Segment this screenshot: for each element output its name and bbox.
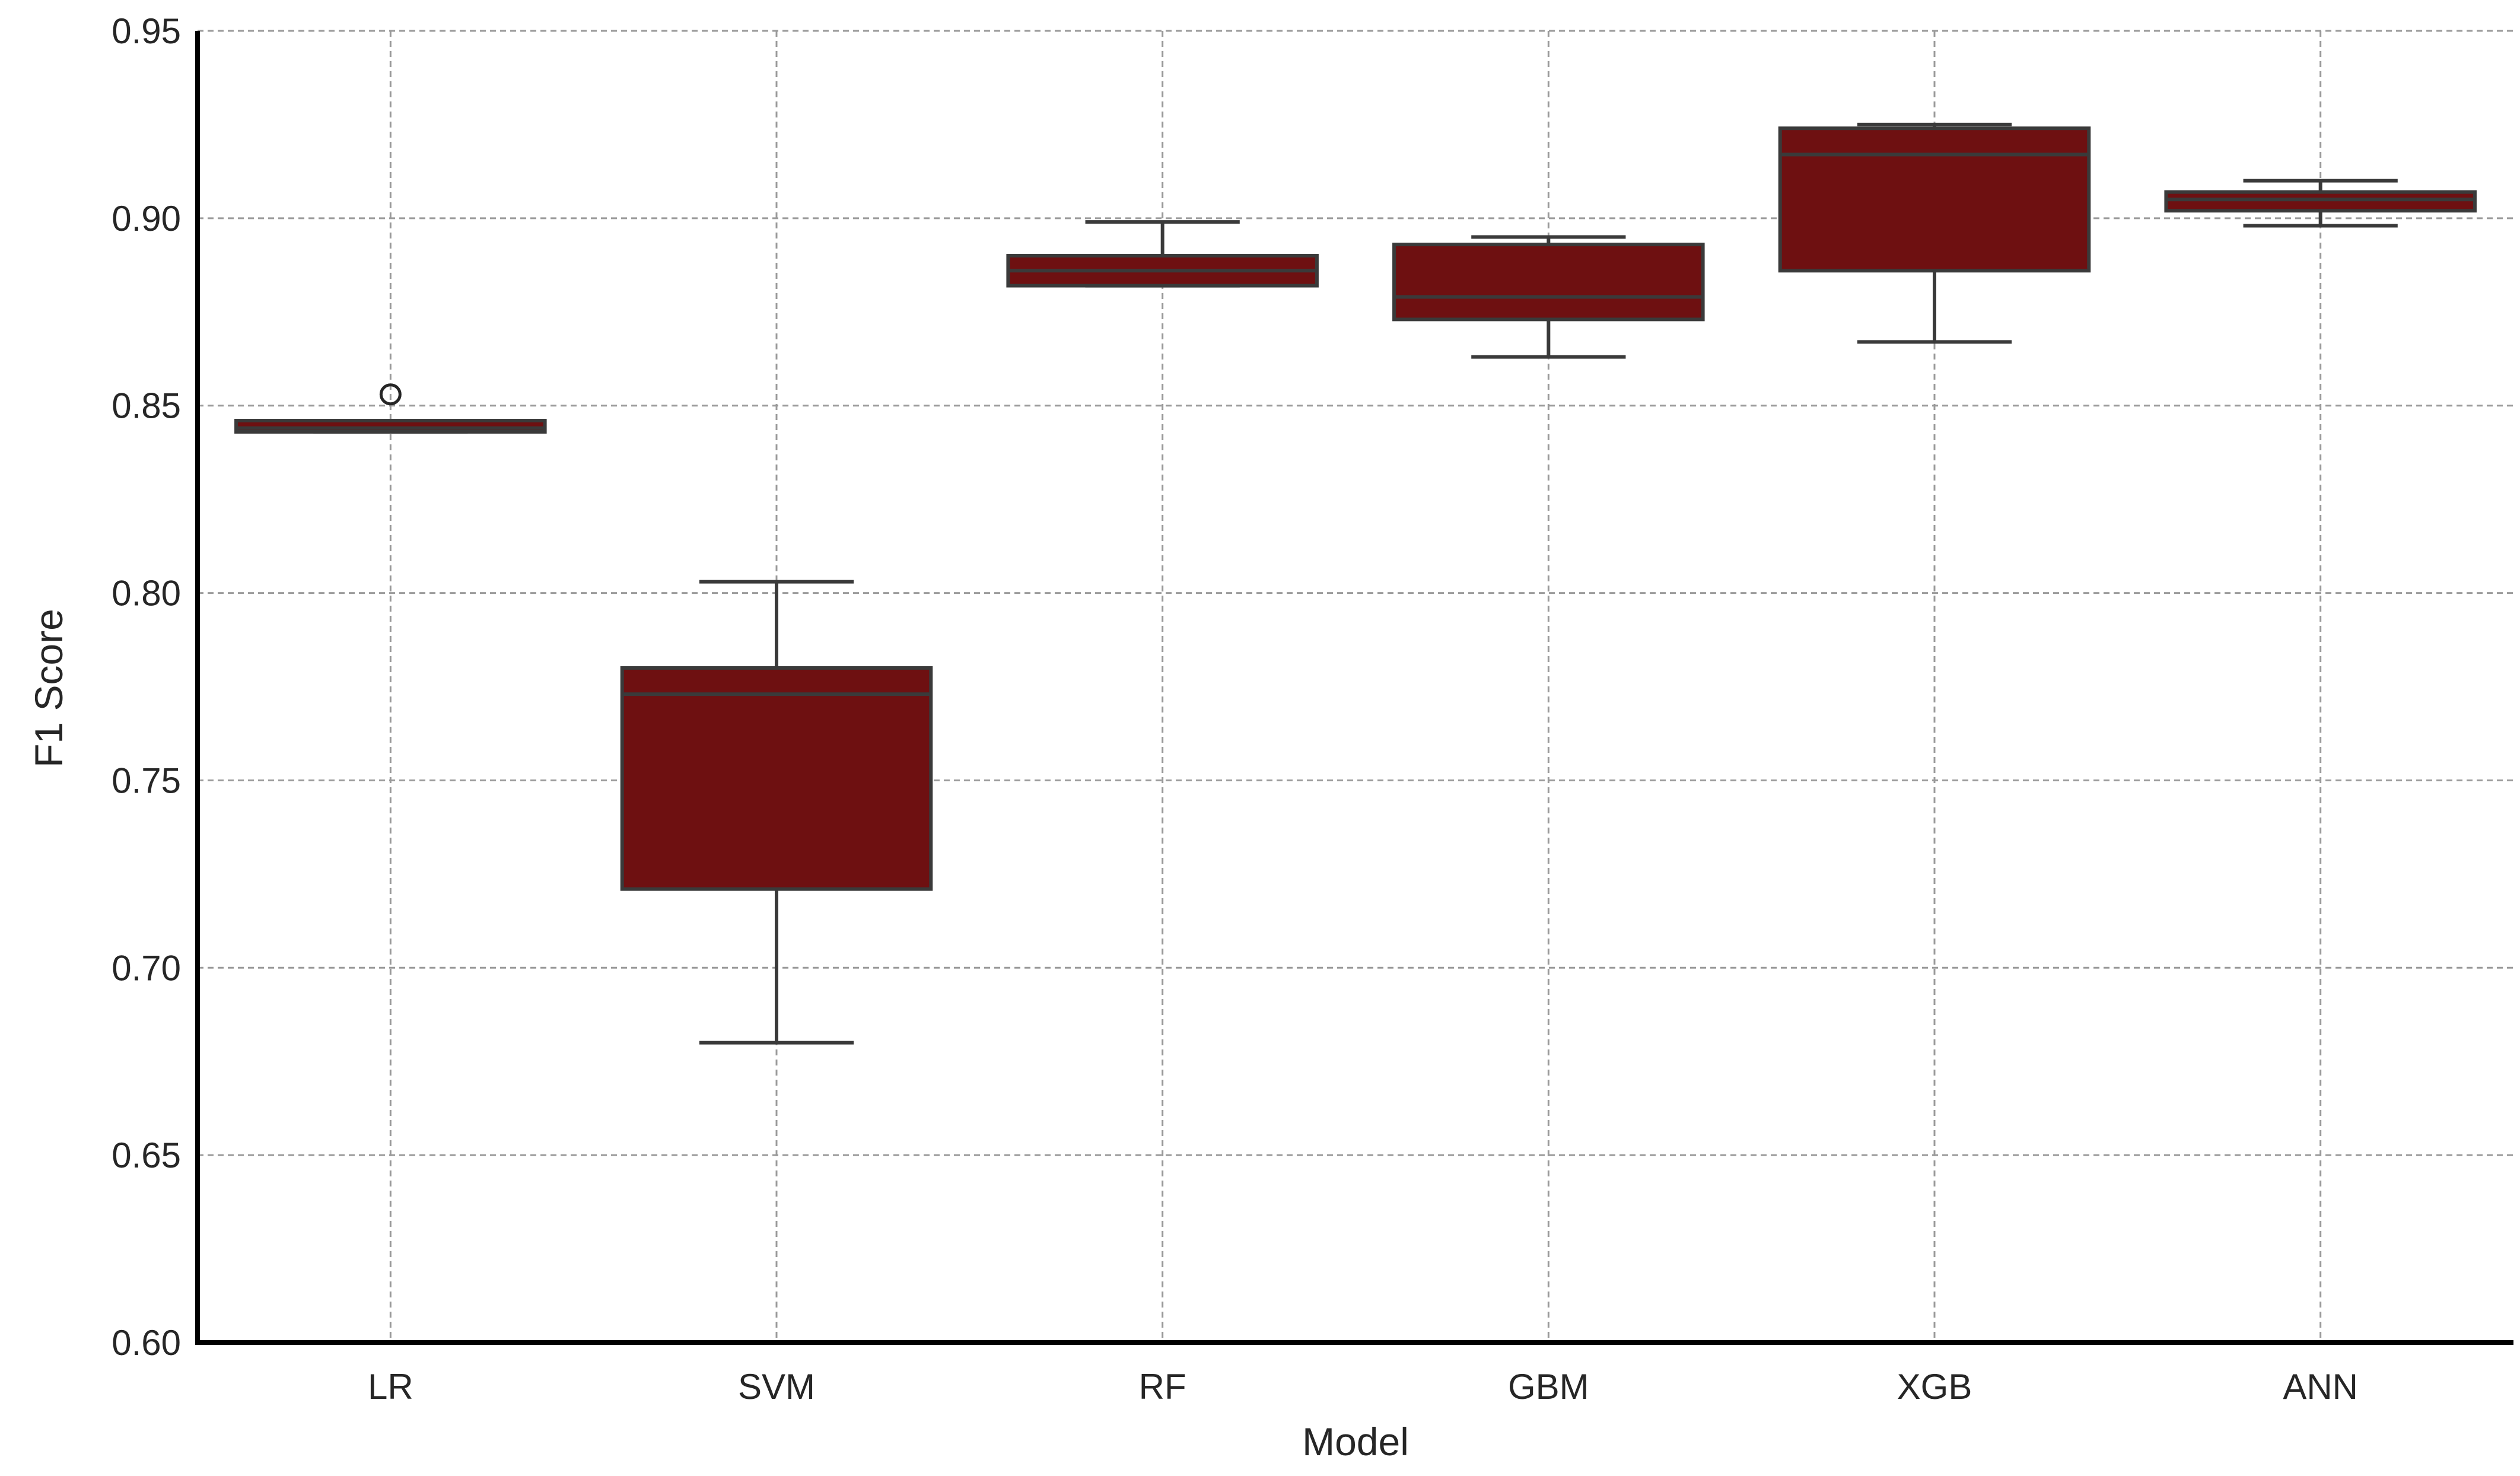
y-tick-label: 0.65 — [112, 1135, 181, 1175]
box-gbm — [1392, 235, 1705, 359]
box-xgb — [1778, 122, 2091, 344]
iqr-box — [234, 418, 547, 434]
y-tick-label: 0.90 — [112, 199, 181, 238]
iqr-box — [620, 666, 933, 891]
x-tick-label: GBM — [1508, 1367, 1589, 1407]
box-svm — [620, 580, 933, 1045]
tick-labels: 0.60 0.65 0.70 0.75 0.80 0.85 0.90 0.95 LR SVM RF G… — [112, 11, 2358, 1407]
y-tick-label: 0.85 — [112, 386, 181, 426]
x-tick-label: ANN — [2283, 1367, 2358, 1407]
axes — [195, 31, 2513, 1345]
y-tick-label: 0.70 — [112, 948, 181, 988]
iqr-box — [1778, 126, 2091, 273]
outlier-point — [379, 383, 402, 406]
iqr-box — [2164, 190, 2477, 213]
x-tick-label: RF — [1139, 1367, 1186, 1407]
x-tick-label: XGB — [1897, 1367, 1972, 1407]
box-rf — [1006, 220, 1319, 288]
x-axis-label: Model — [1302, 1420, 1409, 1464]
box-ann — [2164, 179, 2477, 228]
y-axis-label: F1 Score — [27, 609, 71, 768]
y-tick-label: 0.60 — [112, 1323, 181, 1363]
iqr-box — [1392, 243, 1705, 322]
x-tick-label: LR — [368, 1367, 413, 1407]
box-series — [234, 122, 2477, 1045]
grid-lines — [198, 30, 2513, 1344]
y-tick-label: 0.80 — [112, 574, 181, 613]
y-tick-label: 0.95 — [112, 11, 181, 51]
y-tick-label: 0.75 — [112, 761, 181, 800]
x-tick-label: SVM — [738, 1367, 815, 1407]
box-lr — [234, 383, 547, 434]
